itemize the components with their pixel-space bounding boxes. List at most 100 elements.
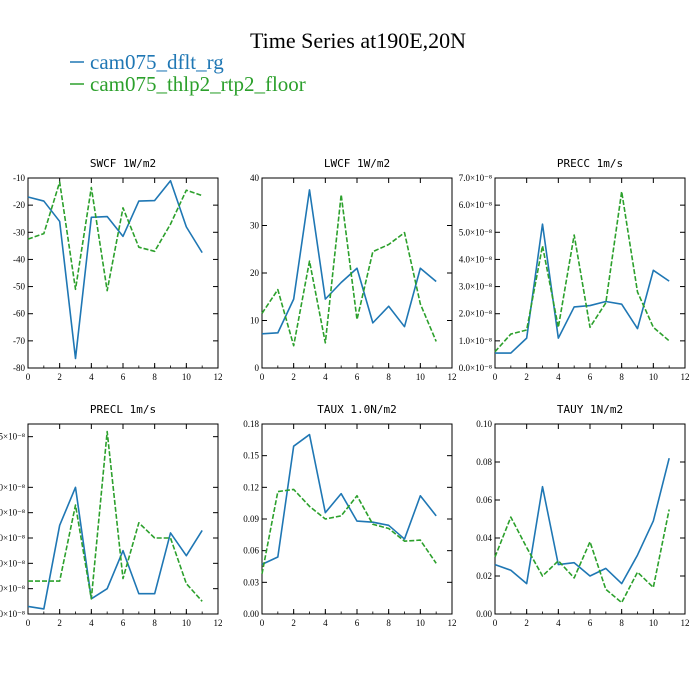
panel-title: TAUY 1N/m2 bbox=[557, 403, 623, 416]
x-tick-label: 2 bbox=[57, 618, 62, 628]
x-tick-label: 12 bbox=[448, 372, 457, 382]
y-tick-label: 2.0×10⁻⁸ bbox=[0, 584, 25, 594]
x-tick-label: 0 bbox=[26, 372, 31, 382]
y-tick-label: 0 bbox=[255, 363, 260, 373]
series-line-1 bbox=[28, 430, 203, 602]
y-tick-label: 0.18 bbox=[243, 419, 259, 429]
y-tick-label: 0.04 bbox=[476, 533, 492, 543]
y-tick-label: 0.08 bbox=[476, 457, 492, 467]
y-tick-label: -50 bbox=[13, 282, 25, 292]
y-tick-label: -30 bbox=[13, 227, 25, 237]
series-line-1 bbox=[261, 488, 437, 575]
y-tick-label: -70 bbox=[13, 336, 25, 346]
panel-frame bbox=[261, 423, 453, 615]
panel-frame bbox=[27, 423, 219, 615]
panel-title: SWCF 1W/m2 bbox=[90, 157, 156, 170]
y-tick-label: -20 bbox=[13, 200, 25, 210]
y-tick-label: 20 bbox=[250, 268, 260, 278]
x-tick-label: 0 bbox=[260, 618, 265, 628]
series-line-1 bbox=[27, 181, 203, 292]
series-line-1 bbox=[494, 190, 670, 353]
legend: cam075_dflt_rg cam075_thlp2_rtp2_floor bbox=[70, 50, 306, 96]
legend-label-1: cam075_thlp2_rtp2_floor bbox=[90, 72, 306, 96]
panel-title: LWCF 1W/m2 bbox=[324, 157, 390, 170]
y-tick-label: 0.09 bbox=[243, 514, 259, 524]
y-tick-label: 6.0×10⁻⁸ bbox=[0, 482, 25, 492]
x-tick-label: 10 bbox=[416, 372, 426, 382]
series-line-1 bbox=[494, 509, 670, 604]
panel-0: SWCF 1W/m2 0 2 4 6 8 10 12 -10 -20 -30 -40 -50 -60 -70… bbox=[13, 157, 223, 382]
y-tick-label: 0.06 bbox=[476, 495, 492, 505]
y-tick-label: 0.03 bbox=[243, 577, 259, 587]
y-tick-label: 0.00 bbox=[476, 609, 492, 619]
y-tick-label: 0.10 bbox=[476, 419, 492, 429]
x-tick-label: 2 bbox=[57, 372, 62, 382]
series-line-0 bbox=[261, 189, 437, 335]
x-tick-label: 4 bbox=[89, 372, 94, 382]
x-tick-label: 4 bbox=[89, 618, 94, 628]
y-tick-label: 5.0×10⁻⁸ bbox=[459, 227, 492, 237]
y-tick-label: 0.06 bbox=[243, 546, 259, 556]
panel-frame bbox=[494, 423, 686, 615]
y-tick-label: 0.02 bbox=[476, 571, 492, 581]
y-tick-label: -40 bbox=[13, 254, 25, 264]
x-tick-label: 6 bbox=[355, 372, 360, 382]
x-tick-label: 6 bbox=[355, 618, 360, 628]
x-tick-label: 10 bbox=[416, 618, 426, 628]
x-tick-label: 2 bbox=[524, 372, 529, 382]
panel-5: TAUY 1N/m2 0 2 4 6 8 10 12 0.00 0.02 0.04 0.06 0.08 0… bbox=[476, 403, 689, 628]
y-tick-label: 1.0×10⁻⁸ bbox=[459, 336, 492, 346]
panel-frame bbox=[27, 177, 219, 369]
panel-frame bbox=[261, 177, 453, 369]
x-tick-label: 2 bbox=[291, 372, 296, 382]
series-line-0 bbox=[261, 433, 437, 566]
y-tick-label: -60 bbox=[13, 309, 25, 319]
x-tick-label: 12 bbox=[681, 618, 690, 628]
x-tick-label: 8 bbox=[619, 372, 624, 382]
x-tick-label: 4 bbox=[323, 372, 328, 382]
x-tick-label: 0 bbox=[493, 618, 498, 628]
y-tick-label: 0.15 bbox=[243, 451, 259, 461]
x-tick-label: 8 bbox=[386, 618, 391, 628]
x-tick-label: 12 bbox=[681, 372, 690, 382]
y-tick-label: 2.0×10⁻⁸ bbox=[459, 309, 492, 319]
x-tick-label: 6 bbox=[121, 618, 126, 628]
y-tick-label: 30 bbox=[250, 221, 260, 231]
y-tick-label: 10 bbox=[250, 316, 260, 326]
y-tick-label: 3.0×10⁻⁸ bbox=[459, 282, 492, 292]
x-tick-label: 10 bbox=[182, 372, 192, 382]
y-tick-label: 1.0×10⁻⁸ bbox=[0, 609, 25, 619]
y-tick-label: 4.0×10⁻⁸ bbox=[0, 533, 25, 543]
y-tick-label: 6.0×10⁻⁸ bbox=[459, 200, 492, 210]
panel-2: PRECC 1m/s 0 2 4 6 8 10 12 0.0×10⁻⁸ 1.0×10⁻⁸ 2.0×1… bbox=[459, 157, 690, 382]
series-line-0 bbox=[27, 486, 203, 610]
x-tick-label: 2 bbox=[291, 618, 296, 628]
x-tick-label: 12 bbox=[448, 618, 457, 628]
panel-title: PRECC 1m/s bbox=[557, 157, 623, 170]
y-tick-label: 0.0×10⁻⁸ bbox=[459, 363, 492, 373]
x-tick-label: 6 bbox=[121, 372, 126, 382]
y-tick-label: -80 bbox=[13, 363, 25, 373]
y-tick-label: 40 bbox=[250, 173, 260, 183]
legend-label-0: cam075_dflt_rg bbox=[90, 50, 224, 74]
series-line-1 bbox=[261, 193, 437, 347]
x-tick-label: 0 bbox=[26, 618, 31, 628]
panel-4: TAUX 1.0N/m2 0 2 4 6 8 10 12 0.00 0.03 0.06 0.09 0.1… bbox=[243, 403, 456, 628]
x-tick-label: 0 bbox=[260, 372, 265, 382]
y-tick-label: 7.5×10⁻⁸ bbox=[0, 432, 25, 442]
y-tick-label: 4.0×10⁻⁸ bbox=[459, 254, 492, 264]
y-tick-label: 3.0×10⁻⁸ bbox=[0, 558, 25, 568]
series-line-0 bbox=[494, 458, 670, 585]
panels: SWCF 1W/m2 0 2 4 6 8 10 12 -10 -20 -30 -40 -50 -60 -70… bbox=[0, 157, 690, 628]
x-tick-label: 6 bbox=[588, 618, 593, 628]
series-line-0 bbox=[495, 223, 670, 354]
y-tick-label: -10 bbox=[13, 173, 25, 183]
x-tick-label: 10 bbox=[649, 372, 659, 382]
x-tick-label: 4 bbox=[556, 372, 561, 382]
y-tick-label: 5.0×10⁻⁸ bbox=[0, 508, 25, 518]
figure-title: Time Series at190E,20N bbox=[250, 28, 466, 53]
x-tick-label: 6 bbox=[588, 372, 593, 382]
x-tick-label: 0 bbox=[493, 372, 498, 382]
x-tick-label: 12 bbox=[214, 372, 223, 382]
